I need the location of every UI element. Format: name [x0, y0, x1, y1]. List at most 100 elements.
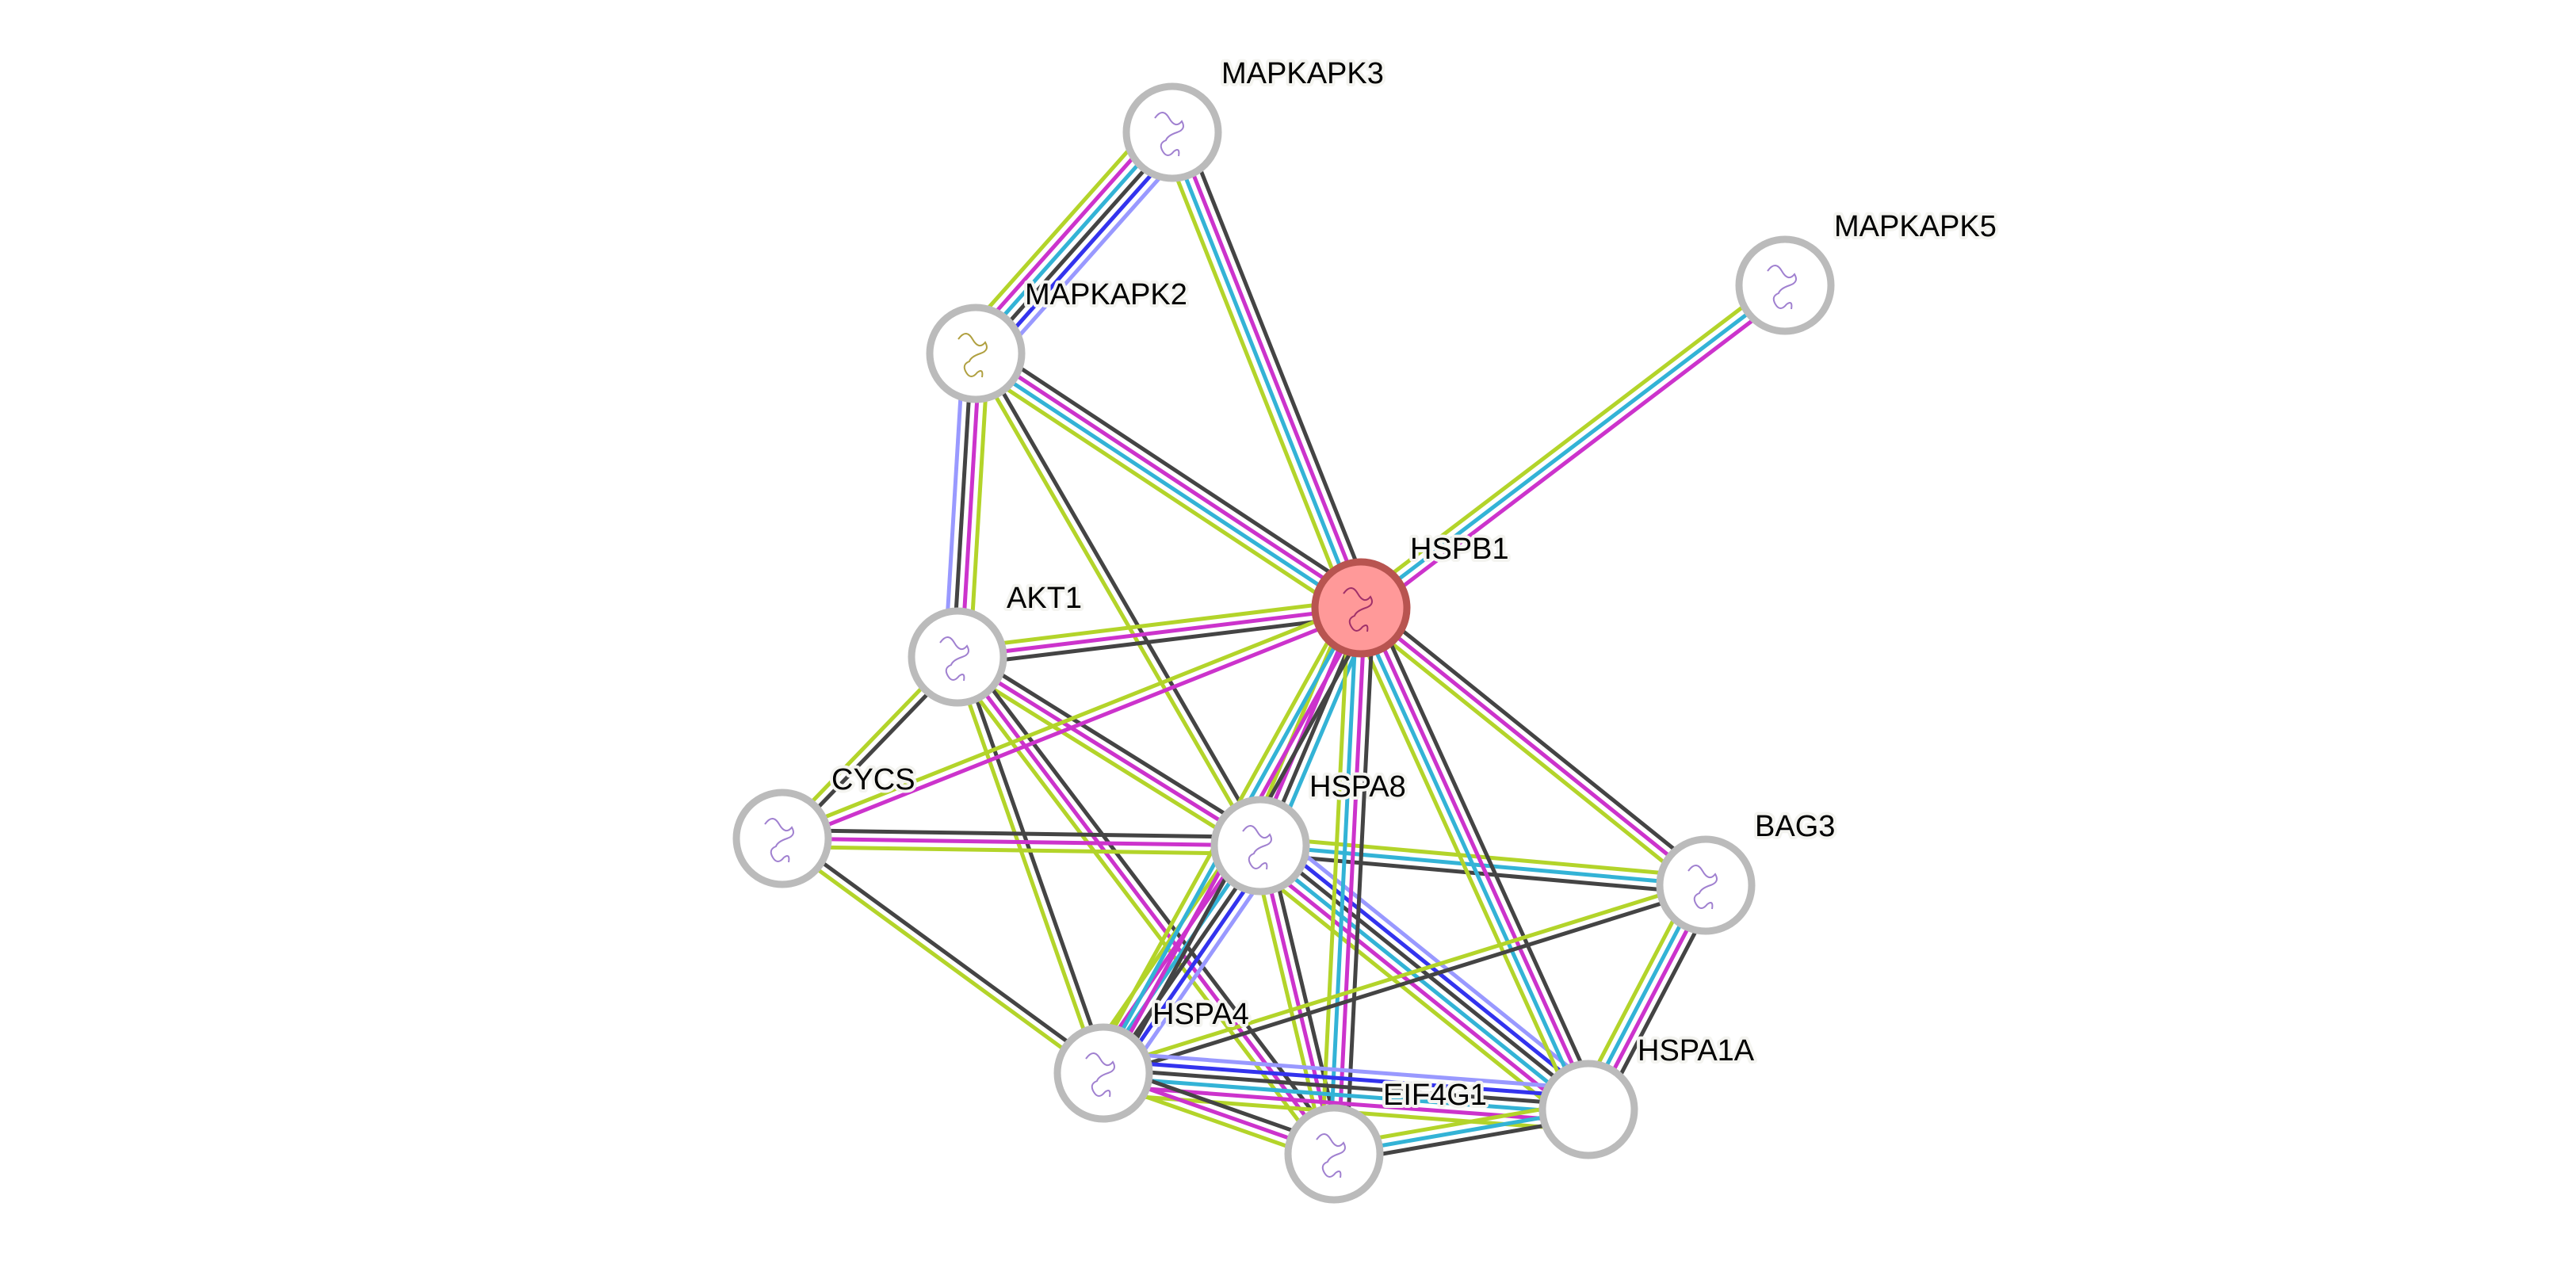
edge-evidence-experiments — [1251, 854, 1582, 1121]
node-label: HSPA4 — [1152, 998, 1249, 1031]
node-circle[interactable] — [1284, 1104, 1384, 1204]
node-label: HSPA1A — [1638, 1034, 1755, 1067]
edge-evidence-databases — [1355, 609, 1587, 1113]
node-mapkapk5[interactable]: MAPKAPK5 — [1735, 207, 2000, 335]
node-label: HSPB1 — [1410, 533, 1509, 566]
edge-evidence-homology — [989, 144, 1190, 369]
edge-evidence-coexpression — [1103, 1067, 1589, 1108]
edge-evidence-experiments — [1363, 605, 1595, 1109]
node-label: HSPA8 — [1309, 770, 1406, 804]
node-circle[interactable] — [1538, 1060, 1638, 1159]
node-mapkapk2[interactable]: MAPKAPK2 — [926, 275, 1191, 403]
edge-cycs-hspa8[interactable] — [782, 828, 1261, 856]
edge-evidence-textmining — [1355, 277, 1782, 603]
node-circle[interactable] — [1311, 558, 1411, 658]
node-circle[interactable] — [908, 607, 1007, 707]
edge-evidence-coexpression — [1344, 608, 1376, 1155]
edge-hspb1-bag3[interactable] — [1354, 599, 1713, 894]
node-hspa4[interactable]: HSPA4 — [1053, 995, 1252, 1123]
edge-evidence-textmining — [1101, 879, 1706, 1071]
protein-structure-icon — [1242, 825, 1272, 870]
edge-evidence-databases — [1328, 607, 1359, 1154]
edge-hspb1-hspa1a[interactable] — [1347, 602, 1602, 1116]
edge-evidence-textmining — [780, 602, 1360, 837]
node-circle[interactable] — [926, 304, 1026, 403]
edge-evidence-coexpression — [1103, 887, 1708, 1079]
edge-evidence-homology — [1104, 1050, 1591, 1091]
protein-structure-icon — [1085, 1052, 1115, 1098]
edge-evidence-homology — [942, 352, 965, 657]
edge-evidence-databases — [1166, 133, 1359, 610]
edge-mapkapk2-hspb1[interactable] — [967, 341, 1370, 621]
edge-evidence-textmining — [1347, 612, 1579, 1116]
edge-evidence-experiments — [959, 353, 982, 658]
node-hspb1[interactable]: HSPB1 — [1311, 529, 1512, 658]
protein-structure-icon — [764, 818, 794, 863]
edge-evidence-textmining — [1319, 607, 1351, 1154]
edge-evidence-experiments — [783, 609, 1363, 845]
node-hspa1a[interactable]: HSPA1A — [1538, 1031, 1758, 1159]
edge-bag3-hspa4[interactable] — [1101, 879, 1708, 1079]
edge-evidence-experiments — [1336, 608, 1367, 1155]
protein-structure-icon — [1767, 265, 1797, 310]
edge-evidence-textmining — [951, 657, 1102, 1075]
node-circle[interactable] — [1735, 235, 1835, 335]
protein-structure-icon — [939, 636, 969, 682]
edge-cycs-hspa4[interactable] — [778, 833, 1107, 1079]
protein-structure-icon — [1154, 112, 1184, 157]
edge-evidence-textmining — [1354, 613, 1702, 894]
edge-evidence-databases — [1103, 1075, 1588, 1116]
edge-evidence-coexpression — [1370, 602, 1602, 1106]
edge-evidence-textmining — [949, 660, 1329, 1160]
edge-akt1-hspb1[interactable] — [956, 598, 1363, 667]
edge-hspb1-eif4g1[interactable] — [1319, 607, 1376, 1155]
edge-evidence-experiments — [1359, 606, 1707, 887]
edge-evidence-coexpression — [1182, 127, 1374, 605]
edge-akt1-hspa8[interactable] — [952, 647, 1266, 855]
edge-evidence-coexpression — [1266, 842, 1344, 1153]
edge-evidence-experiments — [782, 836, 1261, 848]
edge-evidence-coexpression — [783, 833, 1107, 1071]
edge-evidence-coexpression — [977, 350, 1266, 845]
protein-structure-icon — [1687, 865, 1718, 910]
edge-evidence-experiments — [956, 655, 1262, 848]
edge-evidence-coexpression — [782, 828, 1261, 840]
node-bag3[interactable]: BAG3 — [1656, 807, 1838, 935]
edge-evidence-homology — [1118, 856, 1279, 1087]
edge-evidence-experiments — [957, 605, 1362, 659]
protein-structure-icon — [1343, 587, 1373, 632]
protein-structure-icon — [1316, 1133, 1346, 1178]
edge-evidence-coexpression — [951, 353, 974, 657]
edge-akt1-hspa4[interactable] — [951, 655, 1110, 1075]
node-label: AKT1 — [1007, 582, 1082, 615]
edge-mapkapk3-hspb1[interactable] — [1159, 127, 1374, 613]
node-circle[interactable] — [732, 789, 832, 888]
node-circle[interactable] — [1656, 835, 1756, 935]
edge-evidence-textmining — [952, 662, 1257, 855]
edge-evidence-coexpression — [961, 647, 1266, 841]
node-circle[interactable] — [1210, 796, 1310, 896]
edge-evidence-textmining — [1084, 832, 1245, 1063]
node-akt1[interactable]: AKT1 — [908, 579, 1085, 707]
edge-evidence-textmining — [968, 353, 991, 659]
edge-mapkapk5-hspb1[interactable] — [1355, 277, 1791, 617]
edge-evidence-databases — [1359, 284, 1787, 609]
node-circle[interactable] — [1122, 82, 1222, 182]
edge-mapkapk2-hspa8[interactable] — [970, 350, 1266, 849]
edge-evidence-cooccurrence — [983, 139, 1183, 364]
edge-evidence-textmining — [967, 362, 1355, 621]
edge-evidence-coexpression — [1261, 840, 1592, 1108]
edge-evidence-experiments — [965, 122, 1165, 347]
edge-mapkapk2-akt1[interactable] — [942, 352, 991, 659]
node-cycs[interactable]: CYCS — [732, 760, 919, 888]
edge-evidence-textmining — [782, 844, 1260, 856]
node-mapkapk3[interactable]: MAPKAPK3 — [1122, 54, 1387, 182]
node-eif4g1[interactable]: EIF4G1 — [1284, 1075, 1490, 1204]
node-label: BAG3 — [1755, 810, 1835, 843]
edge-evidence-textmining — [1159, 136, 1351, 613]
edge-cycs-hspb1[interactable] — [780, 602, 1363, 845]
node-circle[interactable] — [1053, 1023, 1153, 1123]
node-hspa8[interactable]: HSPA8 — [1210, 767, 1409, 896]
node-label: MAPKAPK2 — [1025, 278, 1187, 311]
